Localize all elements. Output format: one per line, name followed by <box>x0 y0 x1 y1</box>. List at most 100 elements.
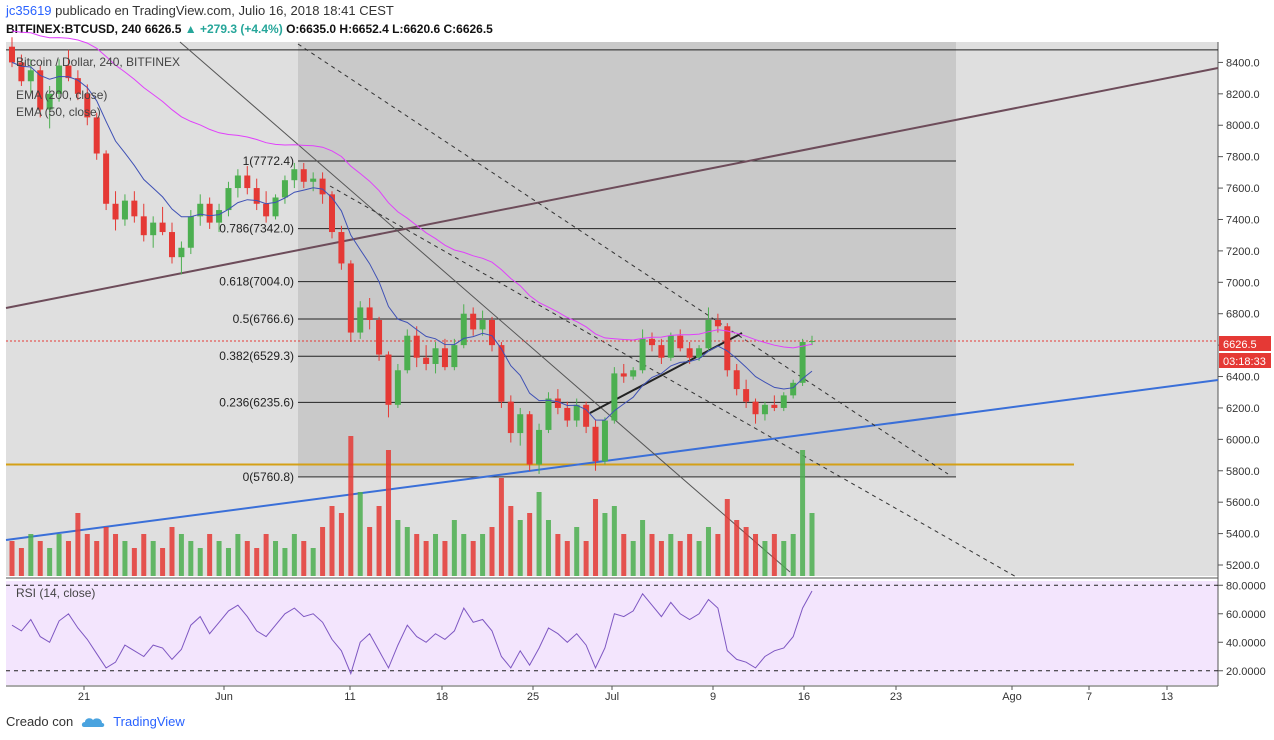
volume-bar <box>357 492 363 576</box>
candle-body <box>347 263 354 333</box>
rsi-tick-label: 40.0000 <box>1226 637 1266 649</box>
price-tick-label: 5600.0 <box>1226 497 1260 509</box>
volume-bar <box>160 548 166 576</box>
candle-body <box>131 200 138 217</box>
candle-body <box>554 398 561 408</box>
time-tick-label: 23 <box>890 691 902 703</box>
volume-bar <box>329 506 335 576</box>
candle-body <box>592 426 599 462</box>
volume-bar <box>263 534 269 576</box>
fib-level-label: 0.382(6529.3) <box>219 349 294 363</box>
price-tick-label: 7800.0 <box>1226 152 1260 164</box>
candle-body <box>733 370 740 390</box>
candle-body <box>27 70 34 82</box>
candle-body <box>169 232 175 258</box>
volume-bar <box>348 436 354 576</box>
volume-bar <box>658 541 664 576</box>
volume-bar <box>734 520 740 576</box>
candle-body <box>121 200 128 220</box>
rsi-background <box>6 581 1218 685</box>
price-tick-label: 7600.0 <box>1226 183 1260 195</box>
volume-bar <box>640 520 646 576</box>
candle-body <box>338 232 345 264</box>
downtrend-line <box>179 41 791 573</box>
candle-body <box>714 319 721 327</box>
volume-bar <box>225 548 231 576</box>
volume-bar <box>414 534 420 576</box>
ohlc-values: O:6635.0 H:6652.4 L:6620.6 C:6626.5 <box>286 22 493 36</box>
fib-level-label: 1(7772.4) <box>243 154 294 168</box>
candle-body <box>686 348 693 358</box>
time-axis[interactable]: 21 Jun 11 18 25 Jul 9 16 23 Ago 7 13 <box>78 686 1173 703</box>
volume-bar <box>527 513 533 576</box>
candle-body <box>649 338 655 346</box>
author-name[interactable]: jc35619 <box>6 3 52 18</box>
candle-body <box>677 335 684 349</box>
volume-bar <box>489 527 495 576</box>
chart-title: Bitcoin / Dollar, 240, BITFINEX <box>16 55 180 69</box>
volume-bar <box>809 513 815 576</box>
volume-bar <box>621 534 627 576</box>
fib-level-label: 0.5(6766.6) <box>233 312 294 326</box>
time-tick-label: Jul <box>605 691 619 703</box>
time-tick-label: Ago <box>1002 691 1022 703</box>
volume-bar <box>150 541 156 576</box>
candle-body <box>159 222 166 233</box>
volume-bar <box>762 541 768 576</box>
last-price: 6626.5 <box>144 22 182 36</box>
volume-bar <box>131 548 137 576</box>
rsi-panel: 80.0000 60.0000 40.0000 20.0000 <box>6 580 1266 678</box>
candle-body <box>470 313 477 330</box>
volume-bar <box>781 541 787 576</box>
volume-bar <box>753 534 759 576</box>
footer: Creado con TradingView <box>6 714 185 729</box>
candle-body <box>780 395 787 408</box>
resistance-trendline <box>5 67 1219 309</box>
volume-bar <box>771 534 777 576</box>
volume-bar <box>593 499 599 576</box>
volume-bar <box>395 520 401 576</box>
volume-bar <box>385 450 391 576</box>
volume-bar <box>404 527 410 576</box>
price-tick-label: 6200.0 <box>1226 403 1260 415</box>
tradingview-link[interactable]: TradingView <box>113 714 185 729</box>
volume-bar <box>338 513 344 576</box>
candle-body <box>366 307 373 320</box>
time-tick-label: Jun <box>215 691 233 703</box>
candle-body <box>799 341 806 383</box>
fib-level-label: 0(5760.8) <box>243 470 294 484</box>
volume-bar <box>442 541 448 576</box>
tradingview-cloud-icon <box>82 717 105 727</box>
volume-bar <box>602 513 608 576</box>
candle-body <box>140 216 147 236</box>
candle-body <box>771 404 778 408</box>
volume-bar <box>800 450 806 576</box>
candle-body <box>479 319 486 330</box>
price-tick-label: 7200.0 <box>1226 246 1260 258</box>
ema50-line <box>11 61 813 421</box>
candle-body <box>752 401 759 415</box>
candle-body <box>56 65 63 94</box>
candle-body <box>432 348 439 364</box>
candle-body <box>376 319 383 355</box>
symbol-label: BITFINEX:BTCUSD, 240 <box>6 22 142 36</box>
candle-body <box>601 420 608 462</box>
volume-bar <box>94 541 100 576</box>
candle-body <box>244 175 251 189</box>
candle-body <box>394 370 401 405</box>
volume-bar <box>254 548 260 576</box>
volume-bar <box>724 499 730 576</box>
price-axis[interactable]: 8400.0 8200.0 8000.0 7800.0 7600.0 7400.0 7200… <box>1218 57 1260 572</box>
price-tick-label: 6400.0 <box>1226 372 1260 384</box>
rsi-line <box>11 590 813 676</box>
fib-level-label: 0.786(7342.0) <box>219 222 294 236</box>
volume-bar <box>169 527 175 576</box>
change-up-arrow-icon: ▲ <box>184 22 197 36</box>
time-tick-label: 18 <box>436 691 448 703</box>
candle-body <box>385 354 392 405</box>
volume-bar <box>320 527 326 576</box>
candle-body <box>65 65 72 79</box>
volume-bar <box>451 520 457 576</box>
price-tick-label: 7400.0 <box>1226 214 1260 226</box>
